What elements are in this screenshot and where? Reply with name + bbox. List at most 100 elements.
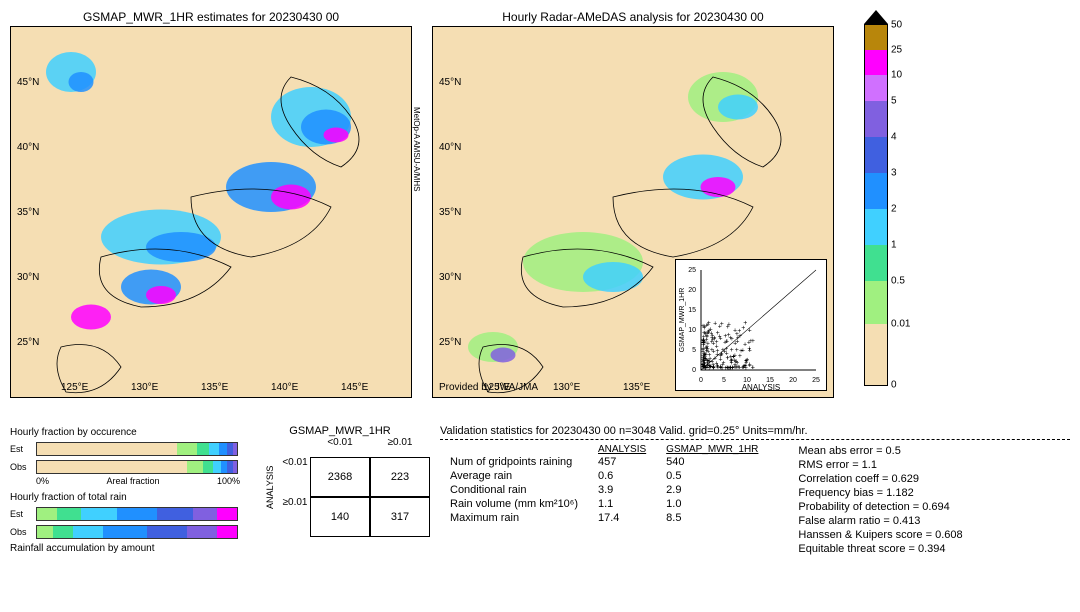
colorbar-tick: 2 [891,203,897,214]
svg-text:20: 20 [688,287,696,294]
svg-text:+: + [728,335,732,342]
svg-text:0: 0 [692,367,696,374]
map-right-panel: Hourly Radar-AMeDAS analysis for 2023043… [432,10,834,410]
contingency-cell [280,437,310,457]
map-right: Provided by JWA/JMA ++++++++++++++++++++… [432,26,834,398]
colorbar-tick: 10 [891,70,902,81]
svg-text:+: + [751,365,755,372]
score-row: Equitable threat score = 0.394 [798,542,962,556]
svg-text:+: + [730,347,734,354]
lat-tick: 45°N [439,77,461,88]
svg-text:+: + [748,347,752,354]
stat-row-label: Num of gridpoints raining [440,455,588,469]
lat-tick: 40°N [439,142,461,153]
frac-label-est: Est [10,444,32,454]
stats-header: Validation statistics for 20230430 00 n=… [440,425,1070,440]
map-right-title: Hourly Radar-AMeDAS analysis for 2023043… [432,10,834,24]
score-row: False alarm ratio = 0.413 [798,514,962,528]
stat-value: 0.5 [656,469,768,483]
svg-text:+: + [713,321,717,328]
colorbar-tick: 25 [891,45,902,56]
stat-value: 8.5 [656,511,768,525]
stat-row-label: Maximum rain [440,511,588,525]
colorbar-tick: 0.01 [891,318,910,329]
contingency-cell: ≥0.01 [280,497,310,537]
contingency-cell: <0.01 [310,437,370,457]
colorbar-strip: 502510543210.50.010 [864,24,888,386]
stat-value: 1.1 [588,497,656,511]
svg-text:+: + [751,338,755,345]
fraction-title-3: Rainfall accumulation by amount [10,543,240,554]
svg-text:15: 15 [688,307,696,314]
lon-tick: 140°E [271,382,298,393]
svg-text:+: + [711,337,715,344]
score-row: Frequency bias = 1.182 [798,486,962,500]
stat-value: 457 [588,455,656,469]
contingency-cell: <0.01 [280,457,310,497]
lat-tick: 25°N [17,337,39,348]
svg-text:+: + [719,336,723,343]
map-left-panel: GSMAP_MWR_1HR estimates for 20230430 00 … [10,10,412,410]
colorbar-tick: 0 [891,380,897,391]
svg-text:+: + [701,323,705,330]
lat-tick: 35°N [439,207,461,218]
svg-text:+: + [726,324,730,331]
lat-tick: 45°N [17,77,39,88]
svg-text:+: + [702,358,706,365]
svg-text:10: 10 [688,327,696,334]
colorbar-arrow [864,10,888,24]
svg-text:+: + [748,328,752,335]
svg-text:+: + [745,357,749,364]
score-row: Correlation coeff = 0.629 [798,472,962,486]
svg-text:+: + [726,355,730,362]
stat-value: 3.9 [588,483,656,497]
stat-value: 0.6 [588,469,656,483]
stat-value: 17.4 [588,511,656,525]
lon-tick: 135°E [201,382,228,393]
colorbar-tick: 5 [891,95,897,106]
stat-value: 1.0 [656,497,768,511]
colorbar-tick: 50 [891,20,902,31]
svg-text:+: + [735,364,739,371]
frac-axis-100: 100% [217,476,240,486]
lon-tick: 125°E [61,382,88,393]
stat-row-label: Average rain [440,469,588,483]
contingency-cell: 317 [370,497,430,537]
svg-text:+: + [718,323,722,330]
score-row: Probability of detection = 0.694 [798,500,962,514]
svg-text:ANALYSIS: ANALYSIS [742,383,781,390]
colorbar-tick: 3 [891,167,897,178]
svg-text:0: 0 [699,377,703,384]
svg-text:+: + [743,342,747,349]
frac-axis-0: 0% [36,476,49,486]
contingency-cell: ≥0.01 [370,437,430,457]
colorbar: 502510543210.50.010 [864,10,888,410]
colorbar-tick: 4 [891,131,897,142]
stat-value: 2.9 [656,483,768,497]
contingency-title: GSMAP_MWR_1HR [260,425,420,437]
svg-text:5: 5 [722,377,726,384]
svg-text:+: + [723,365,727,372]
svg-text:+: + [729,365,733,372]
contingency-cell: ANALYSIS [260,437,280,537]
lat-tick: 30°N [439,272,461,283]
svg-text:+: + [710,347,714,354]
svg-text:GSMAP_MWR_1HR: GSMAP_MWR_1HR [679,288,686,353]
svg-text:+: + [743,320,747,327]
lon-tick: 125°E [483,382,510,393]
svg-text:25: 25 [812,377,820,384]
svg-text:25: 25 [688,267,696,274]
frac-label-obs: Obs [10,527,32,537]
frac-axis-mid: Areal fraction [106,476,159,486]
fraction-bars: Hourly fraction by occurence Est Obs 0% A… [10,425,240,556]
stat-value: 540 [656,455,768,469]
lat-tick: 25°N [439,337,461,348]
score-row: Mean abs error = 0.5 [798,444,962,458]
map-left: MetOp-A AMSU-A/MHS 45°N40°N35°N30°N25°N1… [10,26,412,398]
lat-tick: 35°N [17,207,39,218]
fraction-title-1: Hourly fraction by occurence [10,427,240,438]
svg-text:+: + [706,321,710,328]
frac-label-obs: Obs [10,462,32,472]
scatter-inset: ++++++++++++++++++++++++++++++++++++++++… [675,259,827,391]
lon-tick: 130°E [553,382,580,393]
